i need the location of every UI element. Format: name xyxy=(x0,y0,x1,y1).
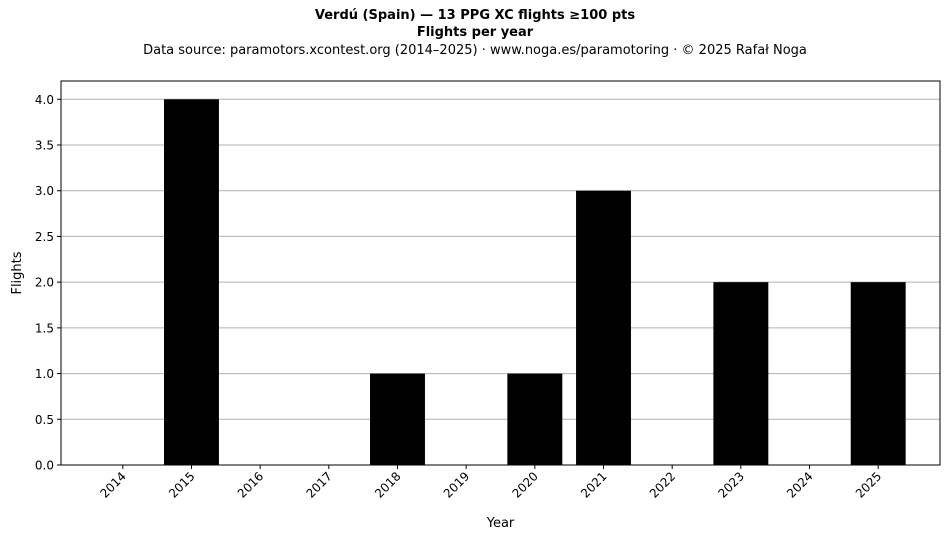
x-tick-label: 2020 xyxy=(509,469,540,500)
chart-title: Verdú (Spain) — 13 PPG XC flights ≥100 p… xyxy=(314,8,636,23)
y-tick-label: 2.5 xyxy=(35,230,54,244)
bar-2023 xyxy=(713,282,769,465)
x-axis-label: Year xyxy=(486,516,515,531)
x-tick-label: 2018 xyxy=(372,469,403,500)
x-axis: 2014 2015 2016 2017 2018 2019 2020 2021 2022 2023… xyxy=(97,465,884,501)
y-tick-label: 1.5 xyxy=(35,321,54,335)
y-tick-label: 3.0 xyxy=(35,184,54,198)
x-tick-label: 2025 xyxy=(853,469,884,500)
bar-2021 xyxy=(576,190,631,465)
y-tick-label: 3.5 xyxy=(35,139,54,153)
bar-2018 xyxy=(370,373,425,465)
x-tick-label: 2019 xyxy=(441,469,472,500)
x-tick-label: 2022 xyxy=(647,469,678,500)
bars xyxy=(164,99,906,466)
y-tick-label: 0.0 xyxy=(35,459,54,473)
bar-2015 xyxy=(164,99,219,466)
bar-2025 xyxy=(850,282,906,465)
y-tick-label: 0.5 xyxy=(35,413,54,427)
y-tick-label: 1.0 xyxy=(35,367,54,381)
x-tick-label: 2014 xyxy=(97,469,128,500)
x-tick-label: 2016 xyxy=(235,469,266,500)
x-tick-label: 2021 xyxy=(578,469,609,500)
y-tick-label: 4.0 xyxy=(35,93,54,107)
x-tick-label: 2017 xyxy=(303,469,334,500)
y-axis: 0.0 0.5 1.0 1.5 2.0 2.5 3.0 3.5 4.0 xyxy=(35,93,61,473)
x-tick-label: 2015 xyxy=(166,469,197,500)
y-tick-label: 2.0 xyxy=(35,276,54,290)
bar-2020 xyxy=(507,373,563,465)
x-tick-label: 2024 xyxy=(784,469,815,500)
chart-source: Data source: paramotors.xcontest.org (20… xyxy=(143,43,807,58)
plot-frame xyxy=(60,80,941,466)
x-tick-label: 2023 xyxy=(715,469,746,500)
chart-subtitle: Flights per year xyxy=(416,25,534,40)
y-axis-label: Flights xyxy=(10,251,25,294)
